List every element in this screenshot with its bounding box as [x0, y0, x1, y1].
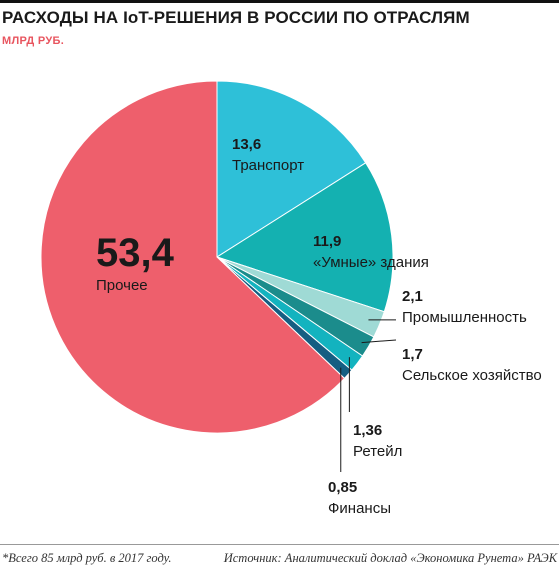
top-rule [0, 0, 559, 3]
value-finance: 0,85 [328, 479, 358, 496]
label-finance: 0,85 Финансы [328, 479, 391, 517]
value-retail: 1,36 [353, 422, 383, 439]
name-industry: Промышленность [402, 309, 527, 326]
label-agriculture: 1,7 Сельское хозяйство [402, 346, 542, 384]
footnote: *Всего 85 млрд руб. в 2017 году. [2, 551, 172, 565]
footer-divider [0, 544, 559, 545]
name-finance: Финансы [328, 500, 391, 517]
label-retail: 1,36 Ретейл [353, 422, 402, 460]
slice-smart [215, 162, 394, 313]
value-other: 53,4 [96, 231, 174, 275]
label-smart-buildings: 11,9 «Умные» здания [313, 233, 429, 271]
chart-title: РАСХОДЫ НА IoT-РЕШЕНИЯ В РОССИИ ПО ОТРАС… [2, 8, 470, 27]
pie-chart [40, 80, 397, 472]
value-industry: 2,1 [402, 288, 423, 305]
source-note: Источник: Аналитический доклад «Экономик… [223, 551, 557, 565]
label-industry: 2,1 Промышленность [402, 288, 527, 326]
value-agriculture: 1,7 [402, 346, 423, 363]
name-other: Прочее [96, 277, 148, 294]
value-transport: 13,6 [232, 136, 262, 153]
leader-agri [361, 339, 397, 344]
label-other: 53,4 Прочее [96, 233, 174, 294]
value-smart-buildings: 11,9 [313, 233, 342, 250]
name-agriculture: Сельское хозяйство [402, 367, 542, 384]
label-transport: 13,6 Транспорт [232, 136, 304, 174]
slice-transport [216, 80, 367, 258]
name-transport: Транспорт [232, 157, 305, 174]
chart-subtitle: МЛРД РУБ. [2, 35, 65, 47]
name-retail: Ретейл [353, 443, 403, 460]
name-smart-buildings: «Умные» здания [313, 254, 429, 271]
slice-other [40, 80, 346, 434]
